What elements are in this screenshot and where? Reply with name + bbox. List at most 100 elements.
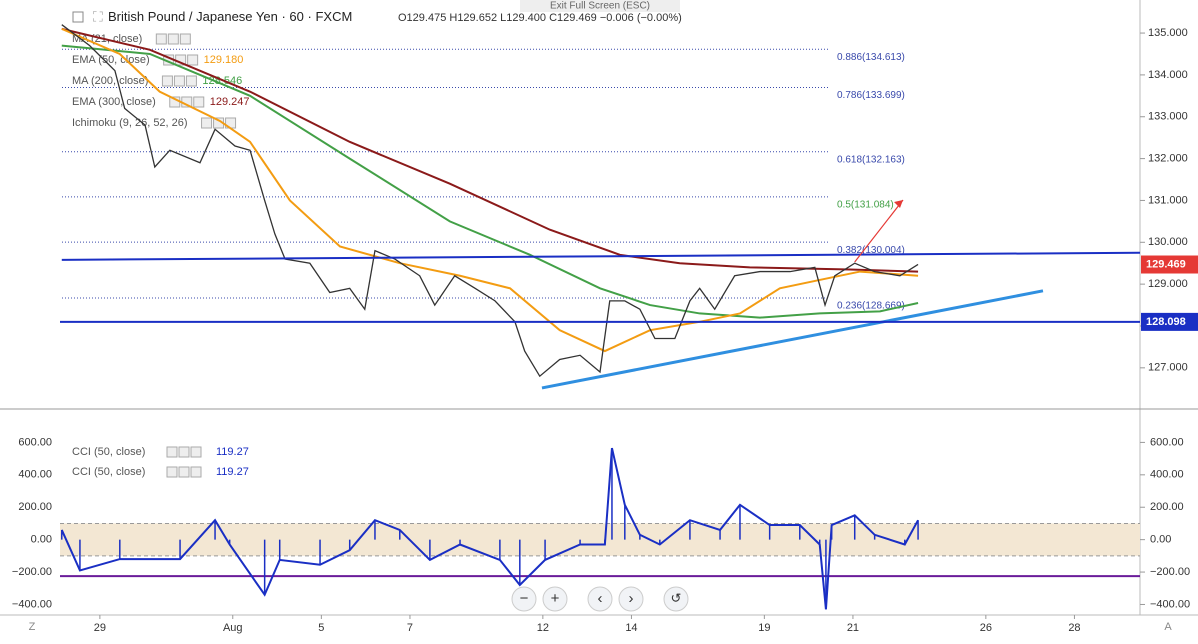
x-tick-label: 26 xyxy=(980,622,992,634)
cci-tick-label: −200.00 xyxy=(1150,566,1190,578)
x-tick-label: 28 xyxy=(1068,622,1080,634)
fib-label: 0.382(130.004) xyxy=(837,245,905,256)
cci-tick-label-left: 400.00 xyxy=(18,469,52,481)
y-tick-label: 134.000 xyxy=(1148,69,1188,81)
exit-fullscreen[interactable]: Exit Full Screen (ESC) xyxy=(550,1,650,12)
indicator-button[interactable] xyxy=(178,446,190,458)
cci-tick-label-left: −200.00 xyxy=(12,566,52,578)
cci-legend-name: CCI (50, close) xyxy=(72,466,145,478)
ema50-line xyxy=(61,27,919,353)
indicator-button[interactable] xyxy=(179,33,191,45)
y-tick-label: 131.000 xyxy=(1148,194,1188,206)
indicator-name: EMA (300, close) xyxy=(72,96,156,108)
cci-tick-label: −400.00 xyxy=(1150,598,1190,610)
cci-tick-label-left: −400.00 xyxy=(12,598,52,610)
cci-tick-label: 600.00 xyxy=(1150,436,1184,448)
indicator-button[interactable] xyxy=(178,466,190,478)
plot: 29Aug57121419212628127.000128.000129.000… xyxy=(12,24,1198,634)
ma200-line xyxy=(61,44,919,319)
ohlc: O129.475 H129.652 L129.400 C129.469 −0.0… xyxy=(398,12,682,24)
scroll-left[interactable] xyxy=(587,586,613,612)
scroll-right[interactable] xyxy=(618,586,644,612)
indicator-name: Ichimoku (9, 26, 52, 26) xyxy=(72,117,188,129)
y-tick-label: 135.000 xyxy=(1148,27,1188,39)
zoom-out[interactable] xyxy=(511,586,537,612)
cci-legend-value: 119.27 xyxy=(216,446,249,458)
indicator-button[interactable] xyxy=(201,117,213,129)
x-tick-label: 29 xyxy=(94,622,106,634)
price-line xyxy=(61,24,919,378)
indicator-button[interactable] xyxy=(166,446,178,458)
last-price-label: 129.469 xyxy=(1146,258,1186,270)
sep: · xyxy=(278,9,290,24)
cci-tick-label-left: 200.00 xyxy=(18,501,52,513)
x-tick-label: 19 xyxy=(758,622,770,634)
reset[interactable] xyxy=(663,586,689,612)
cci-tick-label: 0.00 xyxy=(1150,534,1171,546)
cci-tick-label-left: 0.00 xyxy=(31,534,52,546)
icon: ⛶ xyxy=(93,9,103,25)
arrow-head xyxy=(894,200,904,209)
icon: − xyxy=(520,590,529,607)
indicator-button[interactable] xyxy=(190,446,202,458)
target-arrow xyxy=(854,199,904,263)
trendline xyxy=(541,289,1044,390)
icon: › xyxy=(629,590,634,607)
ema300-line xyxy=(61,27,919,273)
icon: ↺ xyxy=(671,590,682,605)
cci-tick-label-left: 600.00 xyxy=(18,436,52,448)
y-tick-label: 129.000 xyxy=(1148,278,1188,290)
cci-line xyxy=(60,447,919,610)
support-tag xyxy=(1141,312,1198,331)
icon: + xyxy=(551,590,560,607)
header-interval: 60 xyxy=(289,9,303,24)
indicator-button[interactable] xyxy=(187,54,199,66)
indicator-name: EMA (50, close) xyxy=(72,54,150,66)
icon: ‹ xyxy=(598,590,603,607)
collapse-icon[interactable] xyxy=(72,11,84,23)
corner-right[interactable]: A xyxy=(1164,621,1172,633)
exit-fullscreen-bar[interactable] xyxy=(520,0,680,12)
support-label: 128.098 xyxy=(1146,316,1186,328)
sep: · xyxy=(304,9,316,24)
x-tick-label: 5 xyxy=(318,622,324,634)
corner-left[interactable]: Z xyxy=(29,621,36,633)
indicator-button[interactable] xyxy=(193,96,205,108)
y-tick-label: 132.000 xyxy=(1148,153,1188,165)
indicator-button[interactable] xyxy=(185,75,197,87)
x-tick-label: 14 xyxy=(625,622,637,634)
header-title: British Pound / Japanese Yen · 60 · FXCM xyxy=(108,9,352,24)
x-tick-label: 7 xyxy=(407,622,413,634)
x-tick-label: 12 xyxy=(537,622,549,634)
fib-label: 0.886(134.613) xyxy=(837,52,905,63)
zoom-controls: − + ‹ › ↺ xyxy=(511,586,689,612)
indicator-button[interactable] xyxy=(161,75,173,87)
fib-label: 0.786(133.699) xyxy=(837,90,905,101)
fib-label: 0.5(131.084) xyxy=(837,200,894,211)
cci-band xyxy=(60,523,1140,556)
cci-tick-label: 400.00 xyxy=(1150,469,1184,481)
cci-legend-name: CCI (50, close) xyxy=(72,446,145,458)
indicator-button[interactable] xyxy=(166,466,178,478)
cci-legend-value: 119.27 xyxy=(216,466,249,478)
indicator-value: 129.180 xyxy=(204,54,244,66)
y-tick-label: 130.000 xyxy=(1148,236,1188,248)
header-source: FXCM xyxy=(315,9,352,24)
zoom-in[interactable] xyxy=(542,586,568,612)
last-price-tag xyxy=(1141,255,1198,274)
header-symbol: British Pound / Japanese Yen xyxy=(108,9,278,24)
indicator-button[interactable] xyxy=(190,466,202,478)
x-tick-label: 21 xyxy=(847,622,859,634)
fib-label: 0.236(128.669) xyxy=(837,301,905,312)
indicator-button[interactable] xyxy=(155,33,167,45)
x-tick-label: Aug xyxy=(223,622,243,634)
cci-tick-label: 200.00 xyxy=(1150,501,1184,513)
indicator-button[interactable] xyxy=(167,33,179,45)
y-tick-label: 133.000 xyxy=(1148,111,1188,123)
indicator-button[interactable] xyxy=(173,75,185,87)
indicator-name: MA (200, close) xyxy=(72,75,148,87)
y-tick-label: 127.000 xyxy=(1148,362,1188,374)
fib-label: 0.618(132.163) xyxy=(837,154,905,165)
indicator-value: 129.247 xyxy=(210,96,250,108)
